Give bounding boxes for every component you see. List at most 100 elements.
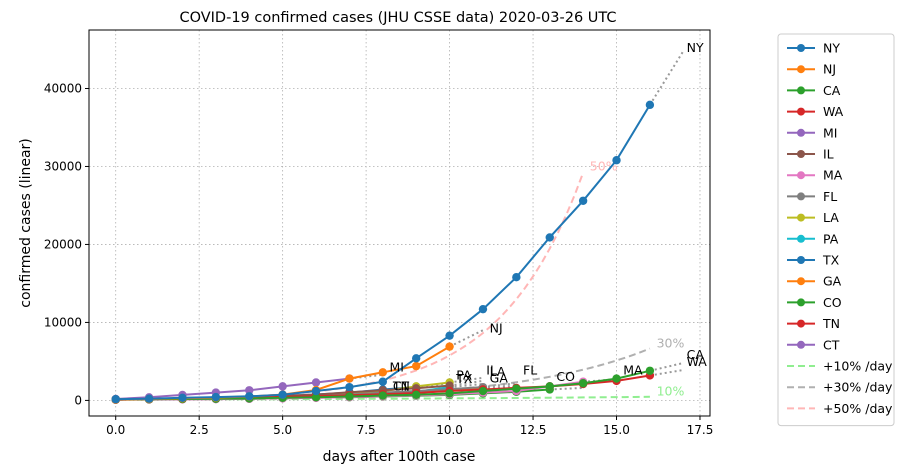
data-point xyxy=(411,390,421,399)
data-series xyxy=(111,50,685,404)
legend-label: NJ xyxy=(823,62,836,77)
data-point xyxy=(578,379,588,388)
legend-swatch-marker xyxy=(797,65,805,74)
projection-line xyxy=(449,383,484,389)
legend-swatch-marker xyxy=(797,171,805,180)
legend-label: +10% /day xyxy=(823,359,893,374)
data-point xyxy=(445,389,454,398)
data-point xyxy=(512,272,521,282)
series-end-label: CO xyxy=(556,369,575,384)
y-tick-label: 0 xyxy=(74,393,82,407)
series-end-label: FL xyxy=(523,363,537,378)
projection-line xyxy=(482,384,517,390)
reference-line-label: 50% xyxy=(590,158,618,173)
projection-line xyxy=(449,379,484,387)
projection-line xyxy=(449,376,484,384)
legend-swatch-marker xyxy=(797,107,805,116)
legend-label: TN xyxy=(822,316,840,331)
legend-label: CT xyxy=(823,337,840,352)
projection-line xyxy=(649,369,684,377)
data-point xyxy=(478,304,488,314)
legend-swatch-marker xyxy=(797,44,805,52)
data-point xyxy=(345,382,354,392)
y-tick-label: 10000 xyxy=(44,315,82,329)
legend-label: PA xyxy=(823,231,839,246)
data-point xyxy=(378,377,388,386)
series-line xyxy=(115,377,350,400)
legend-label: LA xyxy=(823,210,839,225)
data-point xyxy=(545,233,554,242)
plot-frame xyxy=(88,29,711,417)
data-point xyxy=(645,100,655,110)
x-tick-label: 5.0 xyxy=(273,423,292,437)
legend-swatch-marker xyxy=(797,298,805,307)
data-point xyxy=(378,368,388,377)
series-end-label: WA xyxy=(687,354,708,369)
legend-swatch-marker xyxy=(797,150,805,158)
y-tick-label: 20000 xyxy=(44,237,82,251)
data-point xyxy=(512,384,521,393)
data-point xyxy=(445,331,454,340)
legend-swatch-marker xyxy=(797,340,805,349)
x-axis-label: days after 100th case xyxy=(323,449,476,465)
projection-line xyxy=(482,382,517,389)
legend-label: MI xyxy=(823,125,837,140)
data-point xyxy=(612,156,621,165)
projection-line xyxy=(649,362,684,372)
grid xyxy=(89,30,710,416)
legend-label: NY xyxy=(823,41,840,56)
series-end-label: MI xyxy=(389,360,403,375)
legend-swatch-marker xyxy=(797,256,805,264)
legend-label: GA xyxy=(823,274,842,289)
series-end-label: NJ xyxy=(490,321,503,336)
series-end-label: GA xyxy=(490,370,509,385)
data-point xyxy=(245,386,254,395)
x-tick-label: 15.0 xyxy=(603,423,630,437)
series-end-label: IL xyxy=(486,363,497,378)
legend-swatch-marker xyxy=(797,277,805,286)
chart-title: COVID-19 confirmed cases (JHU CSSE data)… xyxy=(179,10,616,26)
legend: NY NJ CA WA MI IL MA FL LA PA TX GA CO TN CT +10% /day +… xyxy=(777,33,895,427)
series-end-label: TN xyxy=(392,378,410,393)
data-point xyxy=(411,354,421,363)
legend-swatch-marker xyxy=(797,213,805,222)
y-axis-label: confirmed cases (linear) xyxy=(18,138,34,308)
data-point xyxy=(545,382,554,391)
legend-label: TX xyxy=(822,253,840,268)
legend-swatch-marker xyxy=(797,86,805,95)
data-point xyxy=(478,386,488,396)
data-point xyxy=(311,378,321,387)
data-point xyxy=(612,374,621,383)
data-point xyxy=(178,393,187,403)
series-end-label: MA xyxy=(623,363,643,378)
series-end-label: TX xyxy=(455,371,473,386)
y-tick-label: 40000 xyxy=(44,81,82,95)
data-point xyxy=(345,392,354,401)
legend-label: CA xyxy=(823,83,841,98)
legend-label: WA xyxy=(823,104,844,119)
legend-label: IL xyxy=(823,147,834,162)
data-point xyxy=(411,361,421,371)
x-tick-label: 17.5 xyxy=(687,423,714,437)
data-point xyxy=(645,366,655,375)
x-tick-label: 12.5 xyxy=(520,423,547,437)
data-point xyxy=(278,390,287,399)
data-point xyxy=(211,392,221,402)
series-end-label: CT xyxy=(393,378,410,393)
projection-line xyxy=(649,50,685,106)
projection-line xyxy=(549,386,584,391)
legend-label: MA xyxy=(823,168,843,183)
x-tick-label: 0.0 xyxy=(106,423,125,437)
series-end-label: PA xyxy=(456,367,472,382)
x-tick-label: 7.5 xyxy=(357,423,376,437)
legend-swatch-marker xyxy=(797,234,805,243)
legend-label: FL xyxy=(823,189,837,204)
data-point xyxy=(578,196,588,205)
data-point xyxy=(245,392,254,401)
y-tick-label: 30000 xyxy=(44,159,82,173)
series-end-label: CA xyxy=(687,347,705,362)
legend-label: CO xyxy=(823,295,842,310)
projection-line xyxy=(449,329,484,348)
data-point xyxy=(311,386,321,396)
